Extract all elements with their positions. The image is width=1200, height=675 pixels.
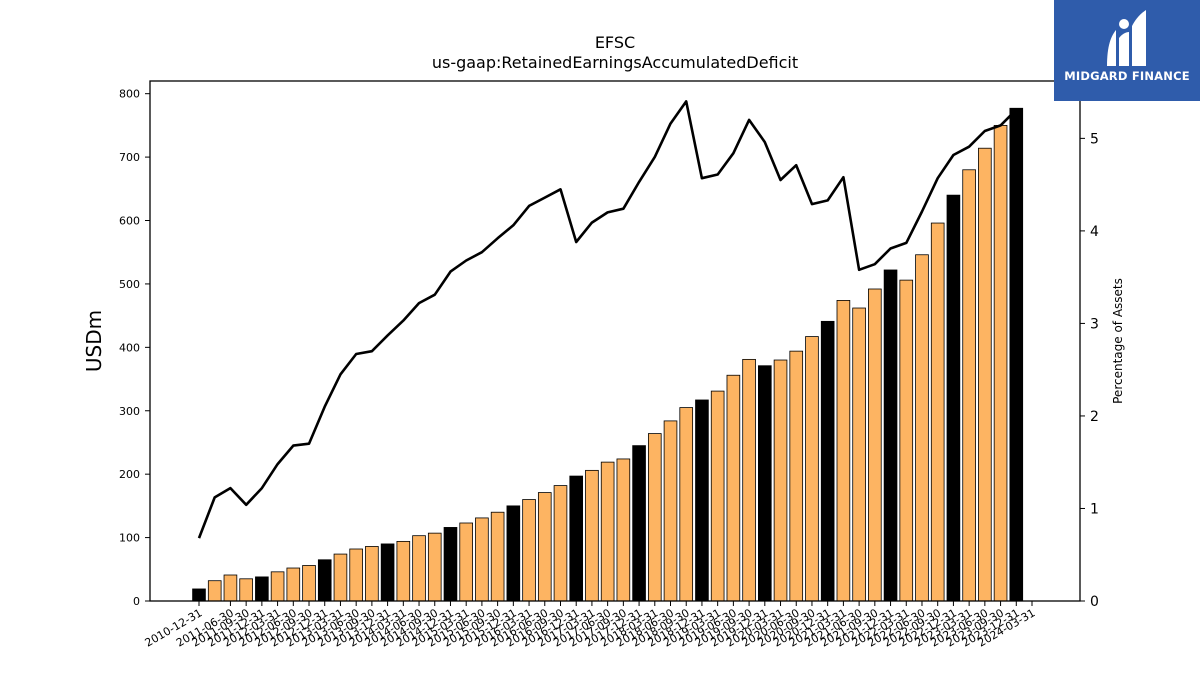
line-series-percentage bbox=[197, 100, 1018, 539]
y2-tick-label: 5 bbox=[1090, 131, 1099, 147]
bar-2014-09-30 bbox=[427, 532, 442, 602]
bar-2019-03-31 bbox=[710, 390, 725, 602]
y-tick-label: 0 bbox=[133, 595, 140, 608]
bar-2020-09-30 bbox=[805, 336, 819, 602]
brand-logo: MIDGARD FINANCE bbox=[1054, 0, 1200, 101]
bar-2012-09-30 bbox=[302, 565, 316, 602]
bar-2015-12-31 bbox=[506, 505, 521, 602]
bar-2016-09-30 bbox=[553, 485, 568, 602]
y2-tick-label: 0 bbox=[1090, 594, 1099, 610]
bar-2023-06-30 bbox=[978, 147, 992, 602]
bar-2013-09-30 bbox=[365, 546, 379, 602]
bar-2023-03-31 bbox=[962, 169, 976, 602]
bar-2012-12-31 bbox=[317, 559, 332, 602]
y-tick-label: 800 bbox=[119, 88, 140, 101]
y-tick-label: 700 bbox=[119, 151, 140, 164]
bar-2017-03-31 bbox=[585, 469, 599, 602]
bar-2014-12-31 bbox=[443, 527, 458, 602]
bar-2018-12-31 bbox=[695, 399, 709, 602]
bar-2015-09-30 bbox=[490, 511, 505, 602]
bar-2014-03-31 bbox=[396, 540, 411, 602]
bar-2011-03-31 bbox=[207, 580, 222, 602]
bar-2018-03-31 bbox=[647, 433, 662, 602]
y2-axis-label: Percentage of Assets bbox=[1111, 278, 1125, 404]
y-axis-label: USDm bbox=[82, 310, 106, 372]
bar-2021-03-31 bbox=[836, 300, 851, 602]
bar-2022-03-31 bbox=[899, 279, 914, 602]
y-tick-label: 400 bbox=[119, 341, 140, 354]
bar-2013-06-30 bbox=[349, 548, 363, 602]
bar-2012-06-30 bbox=[286, 567, 301, 602]
y-axis: 0 100 200 300 400 500 600 700 800 bbox=[119, 88, 150, 608]
bar-2020-06-30 bbox=[789, 350, 804, 602]
y2-tick-label: 3 bbox=[1090, 316, 1099, 332]
bar-2021-12-31 bbox=[883, 269, 898, 602]
bar-2020-12-31 bbox=[820, 320, 835, 602]
bar-2017-12-31 bbox=[632, 445, 646, 602]
bar-2015-03-31 bbox=[459, 522, 473, 602]
bar-2019-06-30 bbox=[726, 374, 741, 602]
bar-2018-06-30 bbox=[663, 420, 678, 602]
bars-group bbox=[192, 107, 1024, 602]
bar-2011-12-31 bbox=[255, 576, 269, 602]
chart-title: EFSC bbox=[595, 33, 635, 52]
y2-tick-label: 2 bbox=[1090, 409, 1099, 425]
plot-frame bbox=[149, 80, 1081, 602]
y2-tick-label: 4 bbox=[1090, 224, 1099, 240]
line-group bbox=[197, 100, 1018, 539]
bar-2016-12-31 bbox=[569, 475, 584, 602]
bar-2021-09-30 bbox=[868, 288, 882, 602]
y-tick-label: 100 bbox=[119, 532, 140, 545]
bar-2023-12-31 bbox=[1009, 107, 1024, 602]
bar-2019-12-31 bbox=[758, 365, 772, 602]
y2-axis: 0 1 2 3 4 5 bbox=[1080, 131, 1099, 610]
bar-2014-06-30 bbox=[412, 535, 426, 602]
bar-2023-09-30 bbox=[993, 124, 1008, 602]
bar-2011-09-30 bbox=[239, 578, 253, 602]
bar-2019-09-30 bbox=[742, 358, 756, 602]
y2-tick-label: 1 bbox=[1090, 501, 1099, 517]
y-tick-label: 200 bbox=[119, 468, 140, 481]
bar-2016-03-31 bbox=[522, 499, 536, 602]
bar-2013-12-31 bbox=[380, 543, 395, 602]
bar-2016-06-30 bbox=[537, 492, 552, 602]
y-tick-label: 500 bbox=[119, 278, 140, 291]
logo-text: MIDGARD FINANCE bbox=[1064, 69, 1190, 83]
bar-2021-06-30 bbox=[852, 307, 866, 602]
bar-2017-06-30 bbox=[600, 461, 615, 602]
bar-2015-06-30 bbox=[475, 517, 489, 602]
bar-2018-09-30 bbox=[679, 407, 694, 602]
bar-2020-03-31 bbox=[773, 359, 788, 602]
bar-2022-09-30 bbox=[930, 222, 945, 602]
x-axis: 2010-12-312011-06-302011-09-302011-12-31… bbox=[143, 601, 1038, 650]
bar-2022-12-31 bbox=[946, 194, 961, 602]
y-tick-label: 600 bbox=[119, 215, 140, 228]
bar-2013-03-31 bbox=[333, 553, 348, 602]
bar-2022-06-30 bbox=[915, 254, 929, 602]
logo-mark-icon bbox=[1107, 10, 1146, 66]
chart-subtitle: us-gaap:RetainedEarningsAccumulatedDefic… bbox=[432, 53, 798, 72]
bar-2010-12-31 bbox=[192, 588, 206, 602]
y-tick-label: 300 bbox=[119, 405, 140, 418]
bar-2011-06-30 bbox=[223, 574, 238, 602]
bar-2012-03-31 bbox=[270, 571, 285, 602]
bar-2017-09-30 bbox=[616, 458, 631, 602]
